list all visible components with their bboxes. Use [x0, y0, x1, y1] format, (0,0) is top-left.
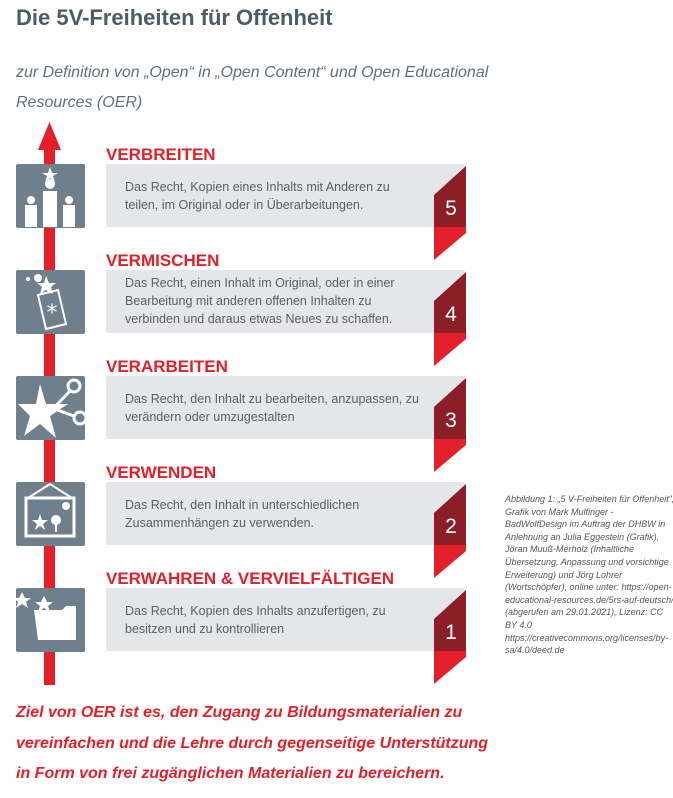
picture-frame-icon — [16, 482, 85, 546]
document-mix-icon: * — [16, 270, 85, 334]
people-star-icon — [16, 164, 85, 228]
freedom-number: 1 — [445, 621, 457, 644]
number-tab — [434, 378, 466, 472]
number-tab — [434, 166, 466, 260]
freedom-row: VERWAHREN & VERVIELFÄLTIGEN Das Recht, K… — [0, 569, 470, 684]
folder-icon — [13, 588, 85, 652]
number-tab — [434, 590, 466, 684]
freedom-row: * VERMISCHEN Das Recht, einen Inhalt im … — [0, 251, 470, 366]
conclusion-line: in Form von frei zugänglichen Materialie… — [16, 765, 445, 782]
freedom-number: 3 — [445, 409, 457, 432]
freedom-row: VERBREITEN Das Recht, Kopien eines Inhal… — [0, 145, 470, 260]
number-tab — [434, 272, 466, 366]
freedom-heading: VERMISCHEN — [106, 251, 220, 270]
freedom-heading: VERWAHREN & VERVIELFÄLTIGEN — [106, 569, 395, 588]
freedom-description: Das Recht, einen Inhalt im Original, ode… — [125, 276, 395, 326]
freedom-row: VERARBEITEN Das Recht, den Inhalt zu bea… — [0, 357, 470, 472]
freedom-card: Das Recht, Kopien eines Inhalts mit Ande… — [106, 164, 466, 260]
freedom-card: Das Recht, Kopien des Inhalts anzufertig… — [106, 588, 466, 684]
scissors-star-icon — [16, 376, 88, 440]
freedom-number: 5 — [445, 197, 457, 220]
conclusion-text: Ziel von OER ist es, den Zugang zu Bildu… — [16, 698, 488, 790]
freedom-card: Das Recht, einen Inhalt im Original, ode… — [106, 270, 466, 366]
freedom-row: VERWENDEN Das Recht, den Inhalt in unter… — [0, 463, 470, 578]
svg-text:*: * — [47, 301, 58, 326]
freedom-number: 4 — [445, 303, 457, 326]
freedom-heading: VERBREITEN — [106, 145, 216, 164]
number-tab — [434, 484, 466, 578]
freedom-heading: VERARBEITEN — [106, 357, 228, 376]
freedom-description: Das Recht, Kopien des Inhalts anzufertig… — [125, 604, 386, 636]
figure-caption: Abbildung 1: „5 V-Freiheiten für Offenhe… — [505, 494, 673, 656]
freedom-card: Das Recht, den Inhalt in unterschiedlich… — [106, 482, 466, 578]
freedom-description: Das Recht, den Inhalt zu bearbeiten, anz… — [125, 392, 419, 424]
conclusion-line: vereinfachen und die Lehre durch gegense… — [16, 734, 489, 752]
subtitle: zur Definition von „Open“ in „Open Conte… — [16, 64, 489, 111]
freedom-number: 2 — [445, 515, 457, 538]
page-title: Die 5V-Freiheiten für Offenheit — [16, 5, 333, 30]
freedom-description: Das Recht, den Inhalt in unterschiedlich… — [125, 498, 360, 530]
freedom-description: Das Recht, Kopien eines Inhalts mit Ande… — [125, 180, 390, 212]
freedom-heading: VERWENDEN — [106, 463, 217, 482]
freedom-card: Das Recht, den Inhalt zu bearbeiten, anz… — [106, 376, 466, 472]
conclusion-line: Ziel von OER ist es, den Zugang zu Bildu… — [16, 704, 463, 721]
